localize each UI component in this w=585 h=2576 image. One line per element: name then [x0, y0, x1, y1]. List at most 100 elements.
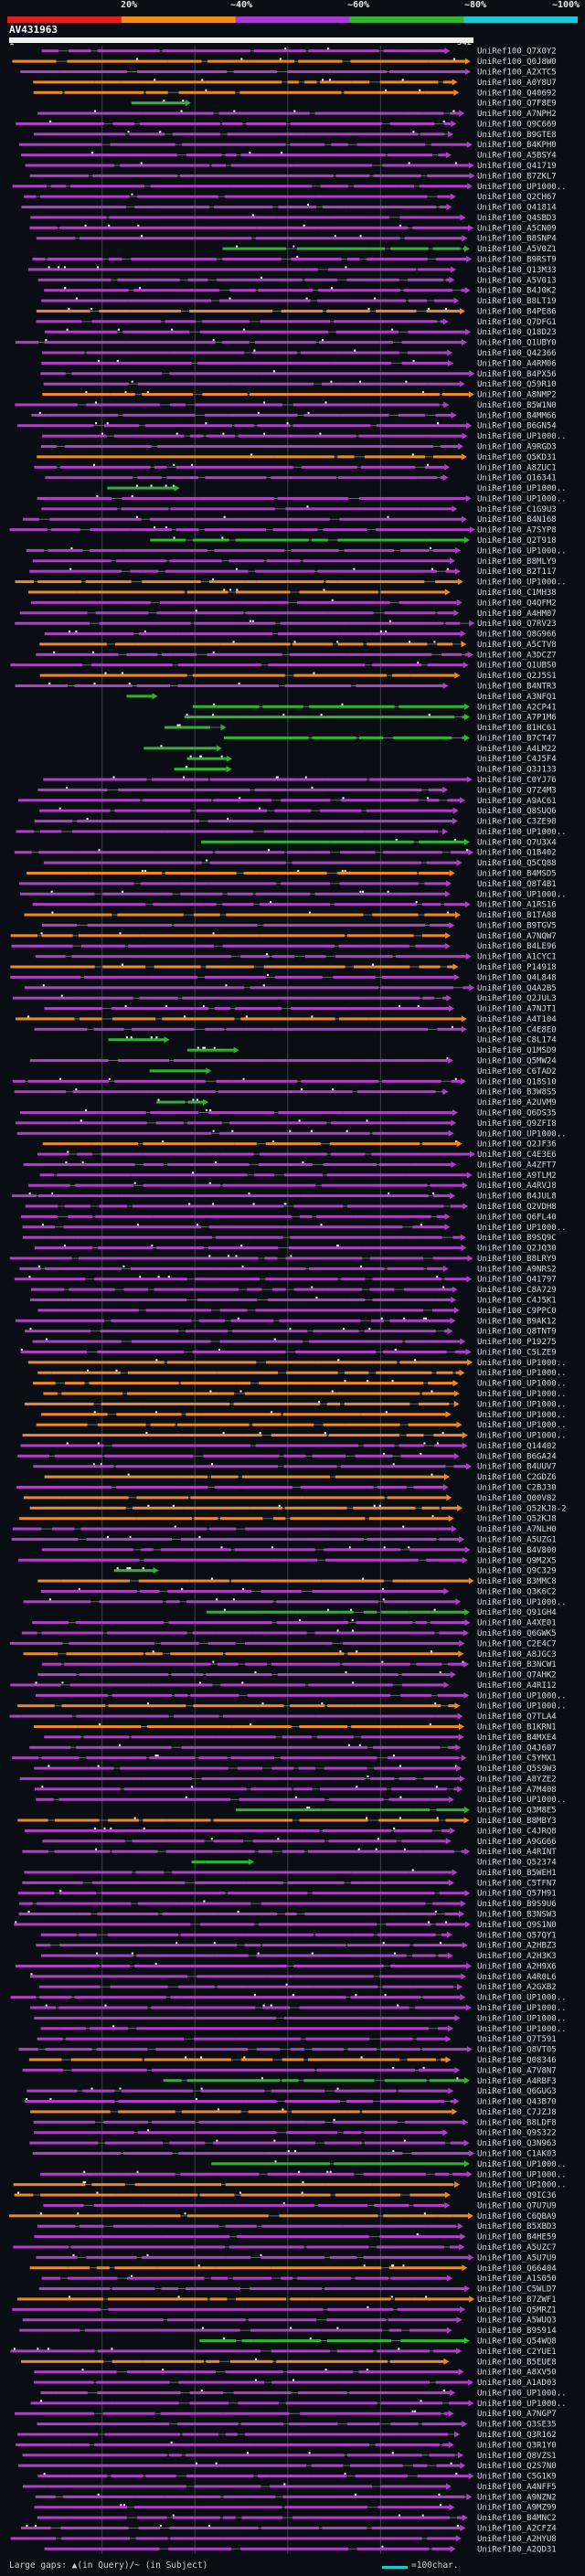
hit-row[interactable]: UniRef100_B8LDF8	[33, 2118, 557, 2127]
hit-label[interactable]: UniRef100_A9GG66	[477, 1838, 557, 1847]
hit-row[interactable]: UniRef100_UP1000..	[41, 1411, 567, 1420]
hit-label[interactable]: UniRef100_A2H9X6	[477, 1962, 557, 1971]
hit-label[interactable]: UniRef100_Q66404	[477, 2264, 557, 2274]
hit-row[interactable]: UniRef100_Q2JF36	[42, 1140, 557, 1150]
hit-row[interactable]: UniRef100_Q41719	[25, 162, 557, 171]
hit-label[interactable]: UniRef100_B8SNP4	[477, 235, 557, 244]
hit-label[interactable]: UniRef100_A4ZFT7	[477, 1161, 557, 1170]
hit-row[interactable]: UniRef100_Q9C329	[113, 1567, 557, 1576]
hit-row[interactable]: UniRef100_C4E3E6	[37, 1150, 557, 1160]
hit-row[interactable]: UniRef100_Q9S322	[34, 2129, 557, 2138]
hit-row[interactable]: UniRef100_B4J0K2	[44, 287, 557, 296]
hit-label[interactable]: UniRef100_B8LDF8	[477, 2118, 557, 2127]
hit-row[interactable]: UniRef100_A9MZ99	[34, 2504, 557, 2513]
hit-row[interactable]: UniRef100_Q5MRZ1	[12, 2306, 557, 2315]
hit-label[interactable]: UniRef100_UP1000..	[477, 1390, 567, 1399]
hit-row[interactable]: UniRef100_Q3N963	[29, 2139, 557, 2148]
hit-label[interactable]: UniRef100_A1S050	[477, 2274, 557, 2284]
hit-label[interactable]: UniRef100_C2BJ30	[477, 1484, 557, 1493]
hit-label[interactable]: UniRef100_C2E4C7	[477, 1639, 557, 1648]
hit-row[interactable]: UniRef100_C2GDZ6	[44, 1473, 557, 1482]
hit-label[interactable]: UniRef100_Q5S9W3	[477, 1765, 557, 1774]
hit-label[interactable]: UniRef100_A9AC61	[477, 797, 557, 806]
hit-label[interactable]: UniRef100_Q52374	[477, 1859, 557, 1868]
hit-row[interactable]: UniRef100_A7P1M6	[184, 714, 557, 723]
hit-label[interactable]: UniRef100_A7SYP8	[477, 526, 557, 535]
hit-row[interactable]: UniRef100_B5WEH1	[24, 1869, 557, 1878]
hit-row[interactable]: UniRef100_UP1000..	[37, 494, 567, 504]
hit-label[interactable]: UniRef100_B4NTR3	[477, 682, 557, 691]
hit-row[interactable]: UniRef100_C1G9U3	[41, 505, 557, 514]
hit-row[interactable]: UniRef100_Q8T4B1	[18, 880, 557, 889]
hit-row[interactable]: UniRef100_B8LRY9	[9, 1255, 557, 1264]
hit-label[interactable]: UniRef100_B5XBD3	[477, 2222, 557, 2231]
hit-row[interactable]: UniRef100_Q7RV23	[15, 620, 557, 629]
hit-label[interactable]: UniRef100_B4KPH0	[477, 141, 557, 150]
hit-label[interactable]: UniRef100_Q8T4B1	[477, 880, 557, 889]
hit-label[interactable]: UniRef100_P14918	[477, 963, 557, 972]
hit-label[interactable]: UniRef100_C1MH38	[477, 588, 557, 598]
hit-row[interactable]: UniRef100_C2BJ30	[16, 1484, 557, 1493]
hit-label[interactable]: UniRef100_Q7U7U9	[477, 2201, 557, 2210]
hit-row[interactable]: UniRef100_A2UVM9	[156, 1098, 557, 1108]
hit-row[interactable]: UniRef100_A9GG66	[42, 1838, 557, 1847]
hit-label[interactable]: UniRef100_B9SQ9C	[477, 1234, 557, 1243]
hit-row[interactable]: UniRef100_Q42366	[42, 349, 557, 358]
hit-label[interactable]: UniRef100_B3NCW1	[477, 1660, 557, 1670]
hit-row[interactable]: UniRef100_A2H3K3	[41, 1952, 557, 1961]
hit-row[interactable]: UniRef100_Q6GWK5	[21, 1629, 557, 1638]
hit-row[interactable]: UniRef100_B4MNC2	[37, 2514, 557, 2523]
hit-row[interactable]: UniRef100_C4JRQ8	[24, 1827, 557, 1836]
hit-row[interactable]: UniRef100_Q8TNT9	[25, 1328, 557, 1337]
hit-label[interactable]: UniRef100_B7ZKL7	[477, 172, 557, 181]
hit-label[interactable]: UniRef100_UP1000..	[477, 2004, 567, 2013]
hit-row[interactable]: UniRef100_Q9S1N0	[14, 1921, 557, 1930]
hit-label[interactable]: UniRef100_B4JUL8	[477, 1193, 557, 1202]
hit-row[interactable]: UniRef100_A7V8N7	[22, 2066, 557, 2075]
hit-row[interactable]: UniRef100_A8YZE2	[19, 1775, 557, 1784]
hit-row[interactable]: UniRef100_A7SYP8	[9, 526, 557, 535]
hit-row[interactable]: UniRef100_UP1000..	[43, 1390, 567, 1399]
hit-label[interactable]: UniRef100_Q3K6C2	[477, 1587, 557, 1596]
hit-label[interactable]: UniRef100_A4XE01	[477, 1619, 557, 1628]
hit-label[interactable]: UniRef100_B3MMC8	[477, 1577, 557, 1586]
hit-label[interactable]: UniRef100_Q18D23	[477, 328, 557, 337]
hit-label[interactable]: UniRef100_UP1000..	[477, 828, 567, 837]
hit-row[interactable]: UniRef100_B4LE96	[11, 942, 557, 951]
hit-label[interactable]: UniRef100_A9TLM2	[477, 1171, 557, 1181]
hit-label[interactable]: UniRef100_Q8SUQ6	[477, 807, 557, 816]
hit-row[interactable]: UniRef100_Q54WQ8	[199, 2337, 557, 2347]
hit-label[interactable]: UniRef100_C4J5K1	[477, 1297, 557, 1306]
hit-label[interactable]: UniRef100_A4RBF3	[477, 2077, 557, 2086]
hit-label[interactable]: UniRef100_Q4SBD3	[477, 214, 557, 223]
hit-row[interactable]: UniRef100_A4RBF3	[163, 2077, 557, 2086]
hit-label[interactable]: UniRef100_C3ZE98	[477, 818, 557, 827]
hit-row[interactable]: UniRef100_C6QBA9	[9, 2212, 557, 2221]
hit-label[interactable]: UniRef100_A7NGP7	[477, 2410, 557, 2419]
hit-row[interactable]: UniRef100_UP1000..	[36, 1421, 567, 1430]
hit-label[interactable]: UniRef100_B4PX56	[477, 370, 557, 379]
hit-row[interactable]: UniRef100_Q3J133	[174, 766, 557, 775]
hit-label[interactable]: UniRef100_Q42366	[477, 349, 557, 358]
hit-label[interactable]: UniRef100_Q1MSD9	[477, 1046, 557, 1055]
hit-row[interactable]: UniRef100_B6GN54	[16, 422, 557, 431]
hit-row[interactable]: UniRef100_C8L174	[108, 1036, 557, 1045]
hit-row[interactable]: UniRef100_UP1000..	[16, 828, 567, 837]
hit-row[interactable]: UniRef100_A7NPH2	[37, 110, 557, 119]
hit-label[interactable]: UniRef100_Q5MRZ1	[477, 2306, 557, 2315]
hit-row[interactable]: UniRef100_A2QD31	[44, 2545, 557, 2554]
hit-label[interactable]: UniRef100_Q7U3X4	[477, 838, 557, 847]
hit-row[interactable]: UniRef100_C5LZE9	[20, 1348, 557, 1357]
hit-row[interactable]: UniRef100_UP1000..	[41, 432, 567, 441]
hit-row[interactable]: UniRef100_B4JUL8	[12, 1193, 557, 1202]
hit-row[interactable]: UniRef100_B5EUE8	[21, 2358, 557, 2367]
hit-row[interactable]: UniRef100_C4E8E0	[34, 1025, 557, 1034]
hit-row[interactable]: UniRef100_Q7T591	[37, 2035, 557, 2044]
hit-row[interactable]: UniRef100_A4RINT	[22, 1848, 557, 1857]
hit-row[interactable]: UniRef100_A1AD03	[34, 2379, 557, 2388]
hit-label[interactable]: UniRef100_UP1000..	[477, 1691, 567, 1701]
hit-row[interactable]: UniRef100_C2YUE1	[10, 2348, 557, 2357]
hit-row[interactable]: UniRef100_A5WUQ3	[22, 2316, 557, 2326]
hit-row[interactable]: UniRef100_B5XBD3	[37, 2222, 557, 2231]
hit-row[interactable]: UniRef100_A4RM06	[41, 359, 557, 368]
